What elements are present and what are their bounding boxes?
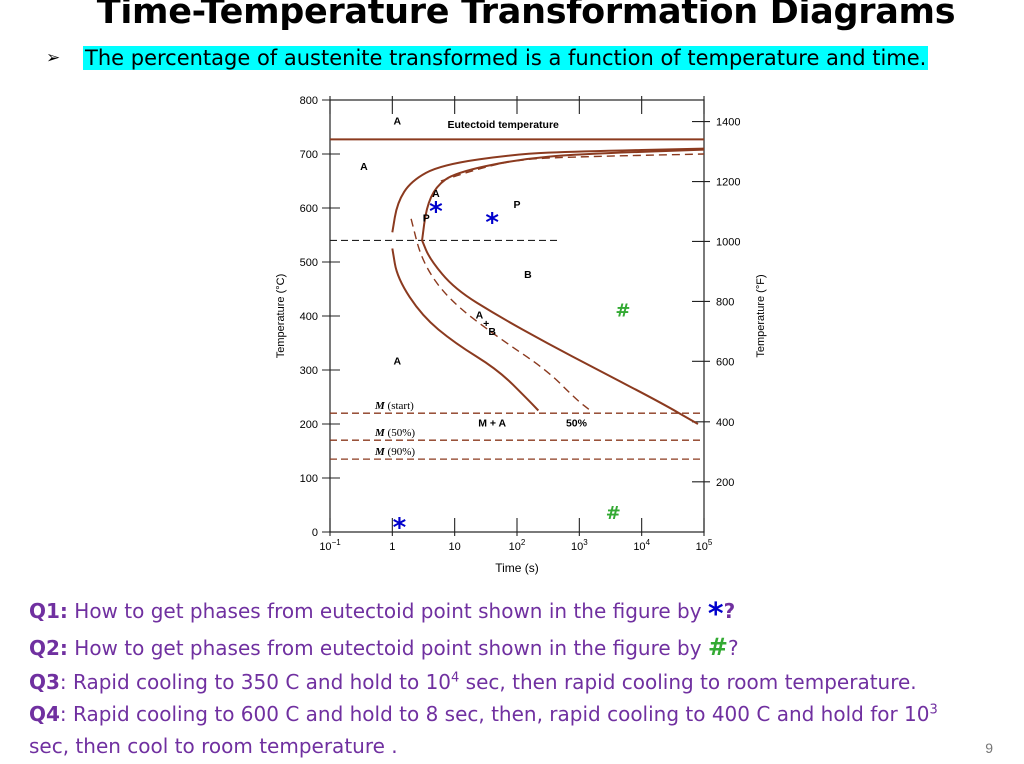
question-1-text: How to get phases from eutectoid point s… xyxy=(67,599,708,623)
phase-label: B xyxy=(488,326,496,338)
x-tick-label: 10−1 xyxy=(319,538,341,553)
ttt-curve xyxy=(391,248,540,412)
star-marker-icon: * xyxy=(485,208,499,238)
question-3-text: : Rapid cooling to 350 C and hold to 10 xyxy=(59,670,452,694)
slide-title: Time-Temperature Transformation Diagrams xyxy=(96,0,956,32)
ttt-curve xyxy=(391,147,705,233)
phase-label: P xyxy=(423,213,430,225)
y-right-tick-label: 200 xyxy=(716,477,734,489)
y-right-tick-label: 1400 xyxy=(716,117,740,129)
y-axis-label: Temperature (°C) xyxy=(275,274,287,358)
y-tick-label: 100 xyxy=(300,473,318,485)
hash-marker-icon: # xyxy=(615,301,630,322)
y-tick-label: 400 xyxy=(300,311,318,323)
question-4-text: : Rapid cooling to 600 C and hold to 8 s… xyxy=(59,702,930,726)
x-tick-label: 103 xyxy=(571,538,588,553)
y-right-tick-label: 400 xyxy=(716,417,734,429)
y-tick-label: 300 xyxy=(300,365,318,377)
star-marker-icon: * xyxy=(393,513,407,543)
ttt-curve xyxy=(421,148,705,241)
phase-label: A xyxy=(393,115,401,127)
martensite-line-label: M (50%) xyxy=(374,427,415,439)
y-tick-label: 500 xyxy=(300,257,318,269)
y-tick-label: 800 xyxy=(300,95,318,107)
y-tick-label: 200 xyxy=(300,419,318,431)
phase-label: M + A xyxy=(478,418,506,430)
y-tick-label: 600 xyxy=(300,203,318,215)
question-3: Q3: Rapid cooling to 350 C and hold to 1… xyxy=(29,670,917,694)
phase-label: A xyxy=(476,310,484,322)
ttt-dashed-curve xyxy=(440,153,705,182)
x-tick-label: 104 xyxy=(633,538,650,553)
hash-marker-icon: # xyxy=(707,633,729,661)
phase-label: 50% xyxy=(566,418,588,430)
hash-marker-icon: # xyxy=(606,503,621,524)
martensite-line-label: M (90%) xyxy=(374,446,415,458)
x-axis-label: Time (s) xyxy=(495,561,539,575)
ttt-dashed-curve xyxy=(410,218,591,412)
x-tick-label: 10 xyxy=(449,541,461,553)
question-4: Q4: Rapid cooling to 600 C and hold to 8… xyxy=(29,702,938,726)
y-tick-label: 0 xyxy=(312,527,318,539)
y-right-tick-label: 1000 xyxy=(716,236,740,248)
ttt-curve xyxy=(421,240,699,425)
question-1-end: ? xyxy=(723,599,736,623)
y-right-tick-label: 800 xyxy=(716,296,734,308)
page-number: 9 xyxy=(985,740,993,756)
phase-label: Eutectoid temperature xyxy=(447,119,559,131)
phase-label: A xyxy=(360,161,368,173)
question-2-end: ? xyxy=(728,636,739,660)
question-2-text: How to get phases from eutectoid point s… xyxy=(67,636,708,660)
question-2: Q2: How to get phases from eutectoid poi… xyxy=(29,633,739,661)
y-tick-label: 700 xyxy=(300,149,318,161)
phase-label: B xyxy=(524,269,532,281)
question-3-exponent: 4 xyxy=(451,670,460,686)
question-4-line-2: sec, then cool to room temperature . xyxy=(29,734,398,758)
question-3-label: Q3 xyxy=(29,670,60,694)
ttt-diagram: 0100200300400500600700800140012001000800… xyxy=(275,95,767,575)
bullet-point: ➢ The percentage of austenite transformed… xyxy=(46,46,929,70)
star-marker-icon: * xyxy=(429,197,443,227)
phase-label: + xyxy=(483,318,489,330)
arrow-bullet-icon: ➢ xyxy=(46,48,61,68)
question-4-continued: sec, then cool to room temperature . xyxy=(29,734,398,758)
y-right-tick-label: 1200 xyxy=(716,177,740,189)
phase-label: A xyxy=(432,188,440,200)
phase-label: A xyxy=(393,356,401,368)
question-1: Q1: How to get phases from eutectoid poi… xyxy=(29,591,736,632)
question-3-text-end: sec, then rapid cooling to room temperat… xyxy=(459,670,917,694)
question-1-label: Q1: xyxy=(29,599,68,623)
x-tick-label: 102 xyxy=(509,538,526,553)
question-4-exponent: 3 xyxy=(929,702,938,718)
y-right-tick-label: 600 xyxy=(716,356,734,368)
question-4-label: Q4 xyxy=(29,702,60,726)
martensite-line-label: M (start) xyxy=(374,400,414,412)
y-axis-label-right: Temperature (°F) xyxy=(755,274,767,357)
x-tick-label: 1 xyxy=(389,541,395,553)
x-tick-label: 105 xyxy=(696,538,713,553)
phase-label: P xyxy=(513,199,520,211)
plot-frame xyxy=(329,99,705,533)
bullet-text: The percentage of austenite transformed … xyxy=(83,46,929,70)
question-2-label: Q2: xyxy=(29,636,68,660)
star-marker-icon: * xyxy=(707,597,724,632)
